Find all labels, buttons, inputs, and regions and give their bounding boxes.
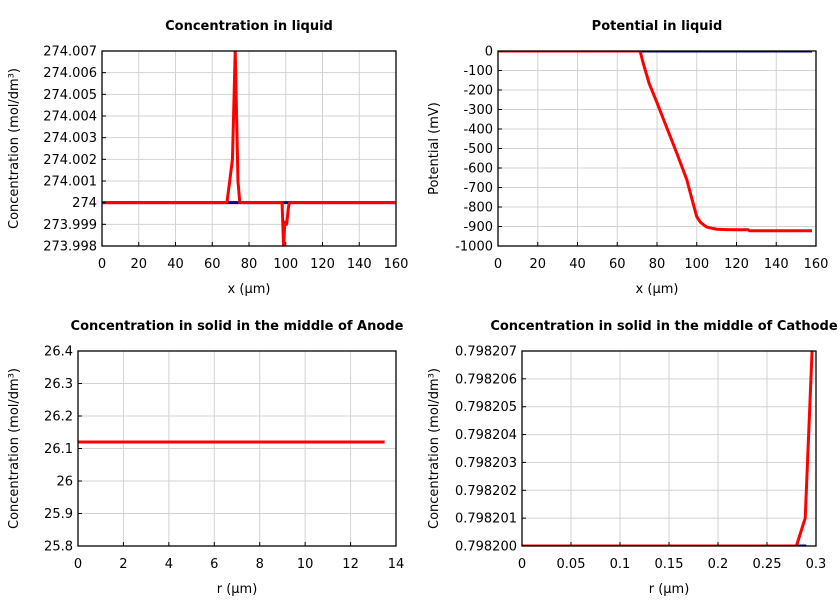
chart-title: Potential in liquid <box>592 19 723 34</box>
panel-concentration-in-liquid: Concentration in liquid 0 20 40 60 80 100 120 14… <box>7 19 408 297</box>
y-tick-label: 274.001 <box>43 175 97 190</box>
x-tick-label: 0.2 <box>708 557 729 572</box>
x-tick-label: 60 <box>204 257 221 272</box>
x-tick-label: 140 <box>347 257 372 272</box>
series-line-red <box>102 51 396 246</box>
y-tick-label: -900 <box>463 220 493 235</box>
x-axis-label: r (µm) <box>217 582 258 597</box>
x-tick-label: 14 <box>388 557 405 572</box>
y-tick-label: 274.003 <box>43 131 97 146</box>
x-tick-label: 100 <box>273 257 298 272</box>
panel-concentration-in-solid-cathode: Concentration in solid in the middle of … <box>427 319 838 597</box>
y-tick-label: 26.2 <box>44 410 73 425</box>
x-tick-label: 6 <box>210 557 218 572</box>
y-tick-label: 273.998 <box>43 240 97 255</box>
y-tick-label: 26 <box>56 475 73 490</box>
x-tick-label: 0 <box>518 557 526 572</box>
chart-title: Concentration in liquid <box>165 19 333 34</box>
y-tick-label: 25.9 <box>44 507 73 522</box>
y-tick-label: 274.005 <box>43 88 97 103</box>
x-tick-label: 0.05 <box>557 557 586 572</box>
x-tick-label: 20 <box>130 257 147 272</box>
y-tick-label: 26.1 <box>44 442 73 457</box>
y-tick-label: -1000 <box>455 240 493 255</box>
y-axis-label: Concentration (mol/dm³) <box>7 68 22 229</box>
x-tick-label: 0.15 <box>655 557 684 572</box>
x-tick-label: 0.3 <box>806 557 827 572</box>
y-tick-label: -200 <box>463 84 493 99</box>
x-tick-label: 8 <box>256 557 264 572</box>
y-tick-label: -100 <box>463 64 493 79</box>
y-tick-label: 0.798206 <box>455 372 517 387</box>
panel-concentration-in-solid-anode: Concentration in solid in the middle of … <box>7 319 404 597</box>
x-tick-label: 2 <box>119 557 127 572</box>
panel-potential-in-liquid: Potential in liquid 0 20 40 60 80 100 120 140 160… <box>427 19 828 297</box>
x-tick-label: 120 <box>724 257 749 272</box>
y-tick-label: 0 <box>485 45 493 60</box>
x-tick-label: 10 <box>297 557 314 572</box>
series-line-red <box>522 351 814 546</box>
y-tick-label: 274 <box>72 196 97 211</box>
x-tick-label: 80 <box>241 257 258 272</box>
x-tick-label: 0 <box>98 257 106 272</box>
x-tick-label: 0.1 <box>610 557 631 572</box>
y-tick-label: -500 <box>463 142 493 157</box>
y-tick-label: 0.798201 <box>455 512 517 527</box>
y-tick-label: -400 <box>463 123 493 138</box>
y-tick-label: 273.999 <box>43 218 97 233</box>
y-axis-label: Potential (mV) <box>427 102 442 195</box>
y-tick-label: 0.798203 <box>455 456 517 471</box>
y-tick-label: -300 <box>463 103 493 118</box>
y-tick-label: -800 <box>463 201 493 216</box>
x-tick-label: 120 <box>310 257 335 272</box>
x-tick-label: 0.25 <box>753 557 782 572</box>
chart-title: Concentration in solid in the middle of … <box>490 319 838 334</box>
y-tick-label: 274.004 <box>43 110 97 125</box>
x-tick-label: 100 <box>684 257 709 272</box>
chart-title: Concentration in solid in the middle of … <box>71 319 404 334</box>
series-line-red <box>498 51 813 233</box>
x-tick-label: 40 <box>167 257 184 272</box>
x-axis-label: r (µm) <box>649 582 690 597</box>
y-tick-label: 0.798207 <box>455 345 517 360</box>
y-tick-label: 0.798204 <box>455 428 517 443</box>
x-tick-label: 160 <box>384 257 409 272</box>
x-tick-label: 140 <box>764 257 789 272</box>
x-tick-label: 160 <box>804 257 829 272</box>
x-axis-label: x (µm) <box>228 282 271 297</box>
x-tick-label: 0 <box>494 257 502 272</box>
x-tick-label: 80 <box>649 257 666 272</box>
y-tick-label: 0.798205 <box>455 400 517 415</box>
y-tick-label: 0.798202 <box>455 484 517 499</box>
x-tick-label: 20 <box>529 257 546 272</box>
y-tick-label: 274.006 <box>43 66 97 81</box>
y-tick-label: -700 <box>463 181 493 196</box>
y-axis-label: Concentration (mol/dm³) <box>7 368 22 529</box>
x-tick-label: 4 <box>165 557 173 572</box>
y-tick-label: 25.8 <box>44 540 73 555</box>
y-tick-label: 274.002 <box>43 153 97 168</box>
x-tick-label: 60 <box>609 257 626 272</box>
y-axis-label: Concentration (mol/dm³) <box>427 368 442 529</box>
x-tick-label: 40 <box>569 257 586 272</box>
x-axis-label: x (µm) <box>636 282 679 297</box>
y-tick-label: 0.798200 <box>455 540 517 555</box>
x-tick-label: 0 <box>74 557 82 572</box>
y-tick-label: 26.4 <box>44 345 73 360</box>
y-tick-label: -600 <box>463 162 493 177</box>
y-tick-label: 274.007 <box>43 45 97 60</box>
x-tick-label: 12 <box>342 557 359 572</box>
y-tick-label: 26.3 <box>44 377 73 392</box>
